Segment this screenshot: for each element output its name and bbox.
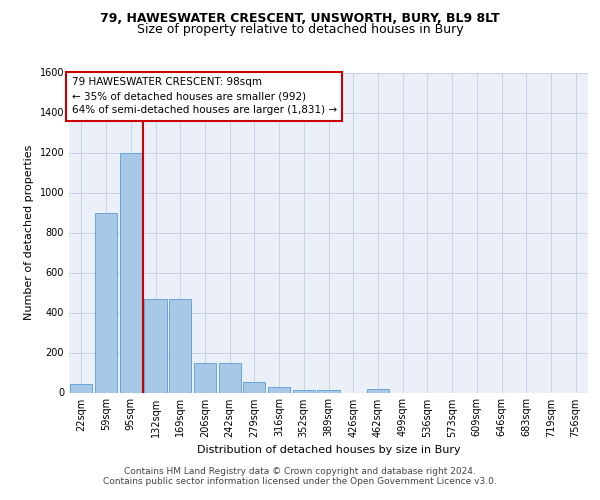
Text: 79, HAWESWATER CRESCENT, UNSWORTH, BURY, BL9 8LT: 79, HAWESWATER CRESCENT, UNSWORTH, BURY,… (100, 12, 500, 26)
Bar (169, 298, 191, 392)
Bar (367, 388, 389, 392)
Bar (218, 362, 241, 392)
Bar (95, 212, 117, 392)
Y-axis label: Number of detached properties: Number of detached properties (24, 145, 34, 320)
Bar (268, 386, 290, 392)
X-axis label: Distribution of detached houses by size in Bury: Distribution of detached houses by size … (197, 445, 460, 455)
Text: 79 HAWESWATER CRESCENT: 98sqm
← 35% of detached houses are smaller (992)
64% of : 79 HAWESWATER CRESCENT: 98sqm ← 35% of d… (71, 78, 337, 116)
Text: Size of property relative to detached houses in Bury: Size of property relative to detached ho… (137, 22, 463, 36)
Bar (317, 390, 340, 392)
Bar (119, 152, 142, 392)
Bar (243, 382, 265, 392)
Bar (145, 298, 167, 392)
Bar (194, 362, 216, 392)
Bar (293, 390, 315, 392)
Bar (70, 384, 92, 392)
Text: Contains HM Land Registry data © Crown copyright and database right 2024.: Contains HM Land Registry data © Crown c… (124, 467, 476, 476)
Text: Contains public sector information licensed under the Open Government Licence v3: Contains public sector information licen… (103, 477, 497, 486)
